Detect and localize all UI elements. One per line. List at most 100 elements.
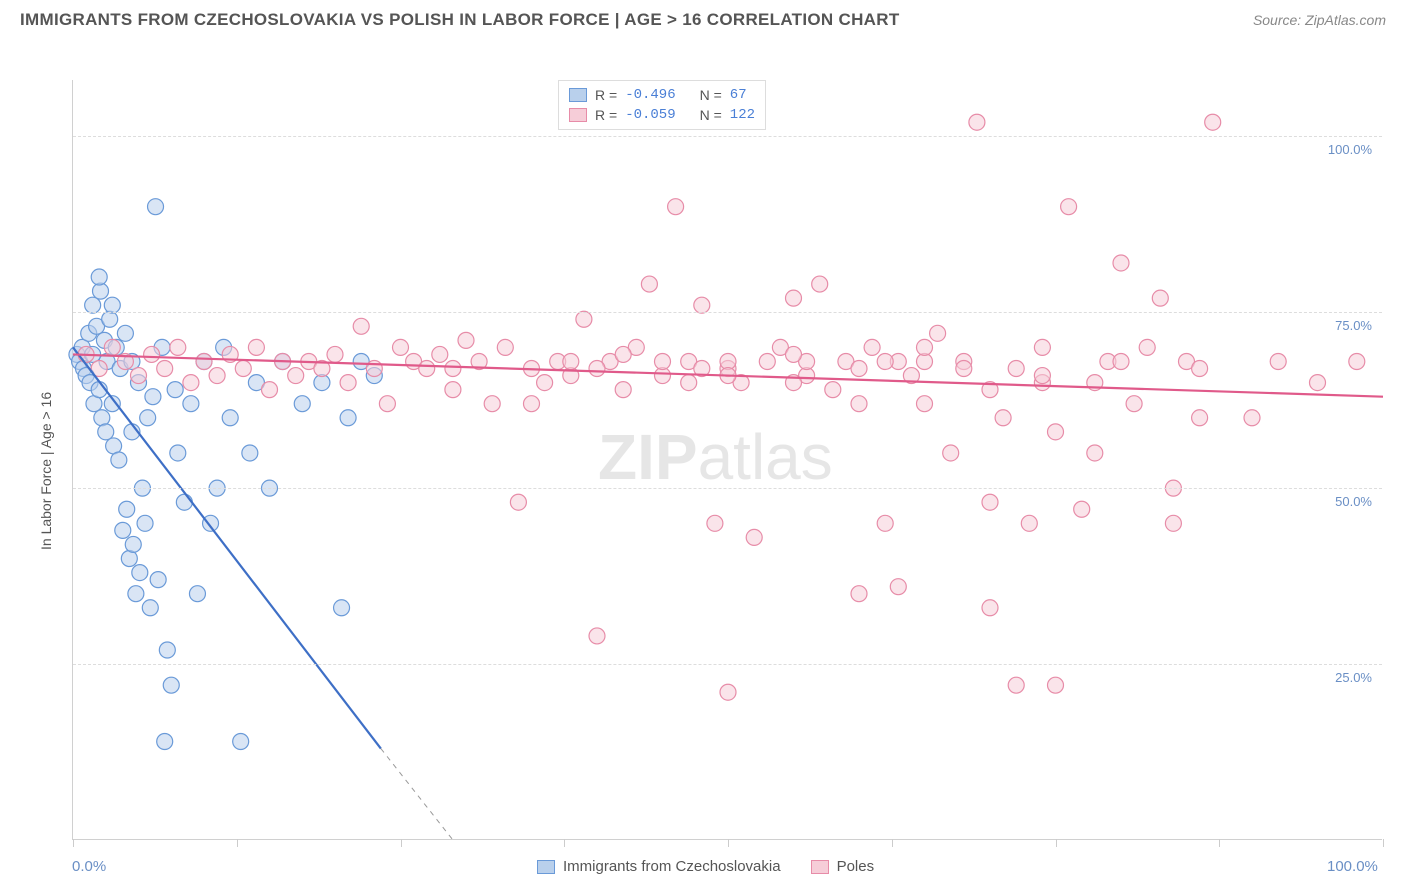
- data-point: [445, 361, 461, 377]
- data-point: [930, 325, 946, 341]
- x-tick: [1383, 839, 1384, 847]
- chart-title: IMMIGRANTS FROM CZECHOSLOVAKIA VS POLISH…: [20, 10, 900, 30]
- series-legend: Immigrants from Czechoslovakia Poles: [537, 858, 874, 875]
- legend-r-label: R =: [595, 87, 617, 103]
- data-point: [340, 375, 356, 391]
- x-tick: [73, 839, 74, 847]
- data-point: [111, 452, 127, 468]
- data-point: [242, 445, 258, 461]
- data-point: [681, 375, 697, 391]
- data-point: [183, 396, 199, 412]
- scatter-plot-svg: [73, 80, 1383, 840]
- data-point: [128, 586, 144, 602]
- data-point: [176, 494, 192, 510]
- data-point: [1021, 515, 1037, 531]
- data-point: [877, 353, 893, 369]
- legend-swatch: [569, 108, 587, 122]
- data-point: [1008, 677, 1024, 693]
- data-point: [694, 297, 710, 313]
- data-point: [1113, 353, 1129, 369]
- data-point: [1165, 515, 1181, 531]
- data-point: [668, 199, 684, 215]
- data-point: [707, 515, 723, 531]
- data-point: [353, 318, 369, 334]
- x-axis-max-label: 100.0%: [1327, 858, 1378, 875]
- data-point: [1192, 361, 1208, 377]
- data-point: [170, 339, 186, 355]
- x-tick: [401, 839, 402, 847]
- trend-line-extension: [381, 749, 453, 840]
- data-point: [641, 276, 657, 292]
- data-point: [917, 339, 933, 355]
- data-point: [851, 396, 867, 412]
- data-point: [786, 290, 802, 306]
- data-point: [104, 297, 120, 313]
- data-point: [140, 410, 156, 426]
- data-point: [510, 494, 526, 510]
- data-point: [956, 361, 972, 377]
- data-point: [159, 642, 175, 658]
- data-point: [235, 361, 251, 377]
- legend-series-label: Poles: [837, 858, 875, 875]
- correlation-legend: R = -0.496 N = 67 R = -0.059 N = 122: [558, 80, 766, 130]
- legend-n-label: N =: [700, 87, 722, 103]
- data-point: [877, 515, 893, 531]
- legend-swatch: [537, 860, 555, 874]
- gridline: [73, 664, 1382, 665]
- legend-item: Immigrants from Czechoslovakia: [537, 858, 781, 875]
- data-point: [995, 410, 1011, 426]
- data-point: [720, 684, 736, 700]
- y-axis-title: In Labor Force | Age > 16: [38, 392, 54, 550]
- data-point: [537, 375, 553, 391]
- data-point: [825, 382, 841, 398]
- data-point: [148, 199, 164, 215]
- data-point: [144, 346, 160, 362]
- data-point: [137, 515, 153, 531]
- data-point: [576, 311, 592, 327]
- legend-swatch: [569, 88, 587, 102]
- data-point: [104, 339, 120, 355]
- data-point: [327, 346, 343, 362]
- data-point: [1244, 410, 1260, 426]
- data-point: [393, 339, 409, 355]
- data-point: [1061, 199, 1077, 215]
- data-point: [132, 565, 148, 581]
- data-point: [294, 396, 310, 412]
- data-point: [484, 396, 500, 412]
- data-point: [917, 396, 933, 412]
- data-point: [98, 424, 114, 440]
- data-point: [524, 396, 540, 412]
- data-point: [943, 445, 959, 461]
- legend-series-label: Immigrants from Czechoslovakia: [563, 858, 781, 875]
- legend-item: Poles: [811, 858, 875, 875]
- data-point: [157, 733, 173, 749]
- data-point: [150, 572, 166, 588]
- legend-n-value: 122: [730, 107, 755, 123]
- data-point: [117, 325, 133, 341]
- x-tick: [1056, 839, 1057, 847]
- x-tick: [728, 839, 729, 847]
- data-point: [183, 375, 199, 391]
- data-point: [209, 368, 225, 384]
- legend-n-value: 67: [730, 87, 747, 103]
- data-point: [890, 579, 906, 595]
- data-point: [334, 600, 350, 616]
- x-axis-min-label: 0.0%: [72, 858, 106, 875]
- data-point: [115, 522, 131, 538]
- x-tick: [564, 839, 565, 847]
- legend-r-label: R =: [595, 107, 617, 123]
- data-point: [379, 396, 395, 412]
- data-point: [167, 382, 183, 398]
- x-tick: [892, 839, 893, 847]
- data-point: [982, 494, 998, 510]
- y-tick-label: 75.0%: [1335, 318, 1372, 333]
- data-point: [615, 382, 631, 398]
- data-point: [170, 445, 186, 461]
- data-point: [1113, 255, 1129, 271]
- data-point: [142, 600, 158, 616]
- data-point: [91, 269, 107, 285]
- data-point: [189, 586, 205, 602]
- data-point: [1034, 368, 1050, 384]
- data-point: [196, 353, 212, 369]
- legend-r-value: -0.059: [625, 107, 675, 123]
